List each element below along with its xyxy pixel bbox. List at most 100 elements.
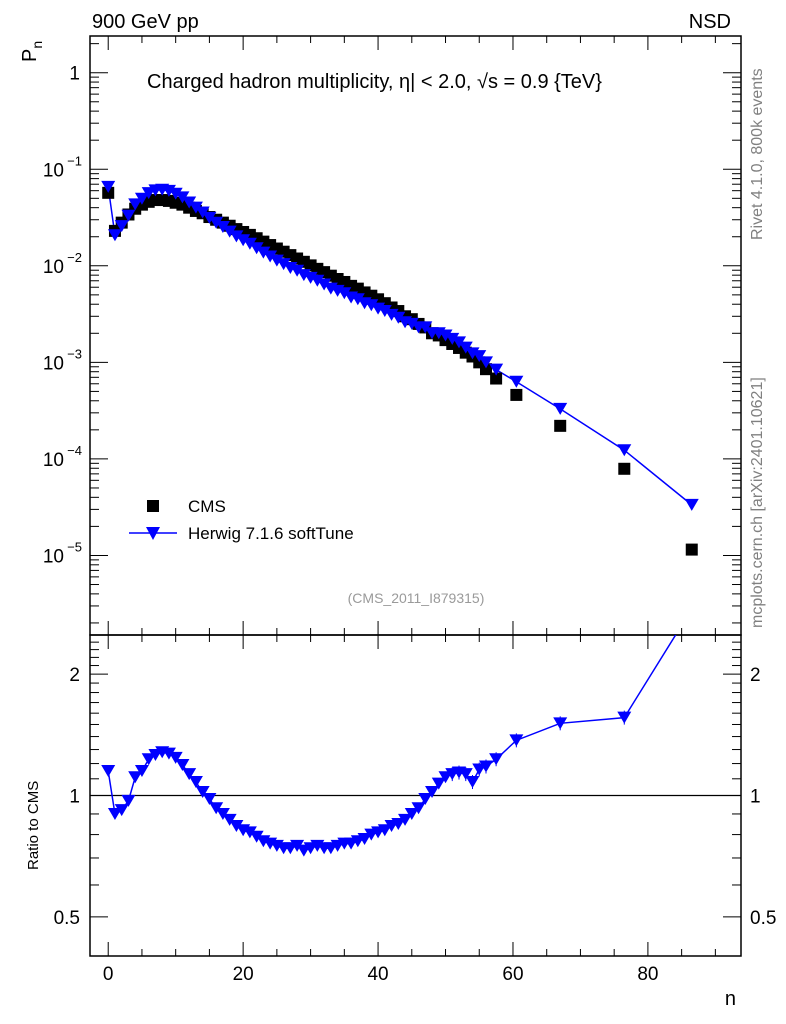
herwig-point — [553, 402, 568, 415]
herwig-point — [229, 230, 244, 243]
herwig-point — [391, 311, 406, 324]
ratio-point — [249, 830, 264, 843]
y-tick-label: 10 — [43, 450, 64, 471]
ratio-point — [553, 717, 568, 730]
y-tick-exponent: −2 — [67, 250, 82, 265]
main-plot-frame — [89, 35, 742, 636]
herwig-point — [404, 317, 419, 330]
herwig-point — [188, 201, 203, 214]
ratio-point — [685, 603, 699, 615]
herwig-point — [101, 180, 116, 193]
ratio-point — [107, 807, 122, 820]
herwig-point — [617, 444, 632, 457]
y-tick-exponent: −3 — [67, 346, 82, 361]
herwig-point — [377, 305, 392, 318]
herwig-point — [202, 211, 217, 224]
ratio-point — [168, 751, 183, 764]
herwig-point — [236, 234, 251, 247]
ratio-point — [617, 711, 632, 724]
herwig-point — [684, 498, 699, 511]
x-tick-label: 80 — [637, 964, 658, 985]
ratio-point — [134, 765, 149, 778]
ratio-point — [398, 813, 413, 826]
herwig-point — [222, 225, 237, 238]
herwig-point — [249, 242, 264, 255]
ratio-point — [377, 824, 392, 837]
ratio-y-tick-label-right: 2 — [750, 665, 761, 686]
herwig-point — [175, 191, 190, 204]
ratio-y-tick-label-right: 1 — [750, 787, 761, 808]
herwig-point — [337, 287, 352, 300]
ratio-point — [431, 777, 446, 790]
herwig-point — [472, 350, 487, 363]
x-tick-label: 20 — [233, 964, 254, 985]
y-axis-label-sub: n — [29, 41, 45, 49]
chart-title: Charged hadron multiplicity, η| < 2.0, √… — [147, 71, 602, 93]
herwig-point — [317, 278, 332, 291]
ratio-point — [141, 753, 156, 766]
ratio-point — [128, 771, 143, 784]
ratio-point — [175, 759, 190, 772]
ratio-point — [478, 760, 493, 773]
herwig-point — [310, 274, 325, 287]
mcplots-label: mcplots.cern.ch [arXiv:2401.10621] — [749, 377, 766, 628]
ratio-y-tick-label-right: 0.5 — [750, 908, 776, 929]
ratio-point — [458, 768, 473, 781]
ratio-point — [188, 776, 203, 789]
ratio-y-tick-label: 2 — [69, 665, 80, 686]
herwig-point — [445, 332, 460, 345]
herwig-point — [107, 229, 122, 242]
ratio-point — [101, 765, 116, 778]
ratio-point — [222, 813, 237, 826]
cms-point — [490, 372, 503, 385]
herwig-point — [452, 336, 467, 349]
herwig-point — [276, 258, 291, 271]
rivet-version-label: Rivet 4.1.0, 800k events — [749, 68, 766, 240]
herwig-point — [509, 375, 524, 388]
herwig-point — [242, 237, 257, 250]
ratio-point — [161, 747, 176, 760]
y-tick-label: 10 — [43, 546, 64, 567]
ratio-point — [509, 734, 524, 747]
legend: CMS Herwig 7.1.6 softTune — [129, 497, 354, 543]
y-tick-exponent: −4 — [67, 443, 82, 458]
herwig-point — [195, 206, 210, 219]
process-label: NSD — [689, 11, 731, 33]
cms-point — [685, 543, 698, 556]
herwig-line — [107, 186, 693, 506]
herwig-point — [121, 209, 136, 222]
herwig-point — [256, 246, 271, 259]
y-tick-label: 1 — [69, 64, 80, 85]
herwig-point — [438, 329, 453, 342]
ratio-point — [195, 786, 210, 799]
legend-cms-marker — [147, 500, 159, 512]
ratio-point — [418, 793, 433, 806]
herwig-point — [269, 254, 284, 267]
herwig-point — [478, 356, 493, 369]
y-tick-exponent: −1 — [67, 153, 82, 168]
cms-point — [284, 249, 297, 262]
ratio-point — [121, 794, 136, 807]
herwig-point — [290, 264, 305, 277]
ratio-point — [229, 820, 244, 833]
ratio-series — [101, 603, 699, 857]
herwig-point — [364, 299, 379, 312]
analysis-id-label: (CMS_2011_I879315) — [348, 590, 485, 606]
ratio-point — [357, 833, 372, 846]
herwig-point — [215, 221, 230, 234]
ratio-y-tick-label: 0.5 — [54, 908, 80, 929]
ratio-y-tick-label: 1 — [69, 787, 80, 808]
ratio-point — [411, 802, 426, 815]
y-tick-exponent: −5 — [67, 539, 82, 554]
ratio-point — [242, 826, 257, 839]
herwig-point — [114, 220, 129, 233]
ratio-point — [425, 786, 440, 799]
cms-point — [479, 363, 492, 376]
y-tick-label: 10 — [43, 160, 64, 181]
herwig-point — [134, 192, 149, 205]
energy-label: 900 GeV pp — [92, 11, 199, 33]
ratio-point — [465, 776, 480, 789]
herwig-point — [350, 293, 365, 306]
cms-point — [510, 388, 523, 401]
